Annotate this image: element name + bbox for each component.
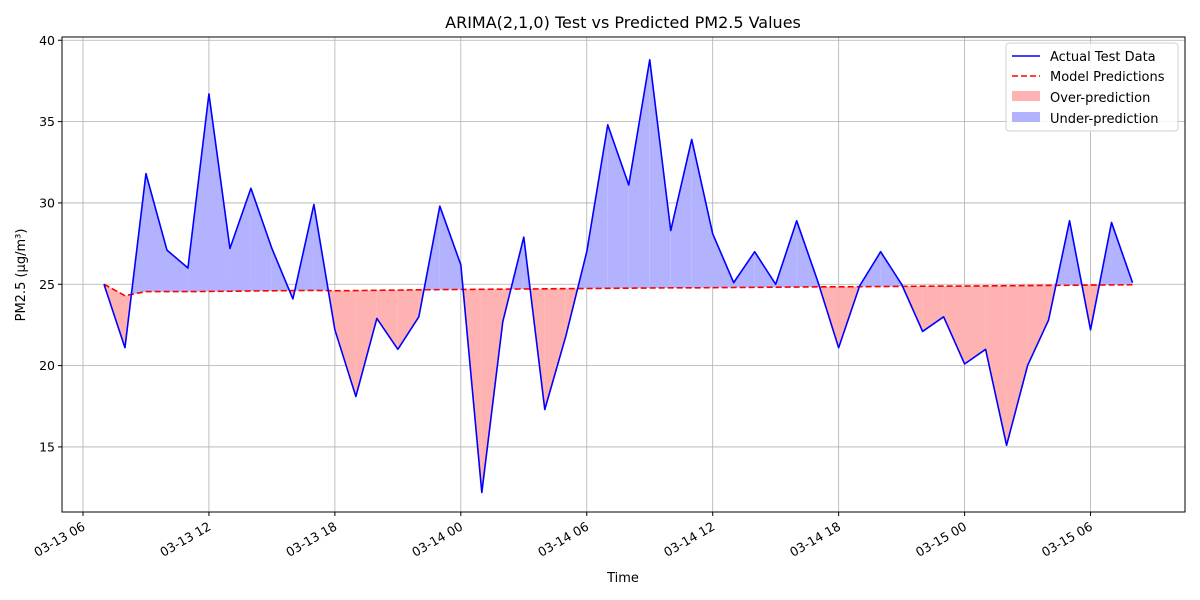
under-prediction-area bbox=[628, 59, 650, 289]
legend: Actual Test Data Model Predictions Over-… bbox=[1005, 42, 1179, 132]
under-prediction-area bbox=[229, 188, 251, 292]
y-tick-label: 20 bbox=[39, 358, 55, 373]
over-prediction-area bbox=[481, 289, 503, 493]
y-axis-label: PM2.5 (μg/m³) bbox=[14, 229, 29, 322]
x-axis-label: Time bbox=[606, 571, 639, 586]
legend-over-label: Over-prediction bbox=[1050, 91, 1150, 106]
over-prediction-area bbox=[1006, 285, 1028, 446]
under-prediction-area bbox=[586, 124, 608, 289]
over-prediction-area bbox=[355, 290, 377, 397]
plot-frame bbox=[61, 36, 1186, 513]
over-prediction-area bbox=[985, 285, 1007, 446]
over-prediction-area bbox=[334, 290, 356, 397]
legend-prediction-label: Model Predictions bbox=[1050, 70, 1165, 85]
legend-box bbox=[1005, 42, 1179, 132]
over-prediction-area bbox=[1027, 285, 1049, 366]
y-tick-label: 40 bbox=[39, 33, 55, 48]
under-prediction-area bbox=[439, 206, 461, 290]
actual-test-data-line bbox=[103, 58, 1134, 494]
over-prediction-area bbox=[376, 290, 398, 350]
under-prediction-area bbox=[208, 93, 230, 292]
under-prediction-area bbox=[691, 139, 713, 288]
legend-under-label: Under-prediction bbox=[1050, 112, 1158, 127]
chart-title: ARIMA(2,1,0) Test vs Predicted PM2.5 Val… bbox=[445, 13, 801, 32]
y-tick-label: 35 bbox=[39, 114, 55, 129]
y-tick-label: 30 bbox=[39, 195, 55, 210]
y-tick-label: 25 bbox=[39, 277, 55, 292]
under-prediction-area bbox=[649, 59, 671, 288]
over-prediction-area bbox=[964, 285, 986, 364]
y-tick-label: 15 bbox=[39, 439, 55, 454]
under-prediction-area bbox=[670, 139, 692, 288]
over-prediction-area bbox=[943, 286, 965, 364]
model-predictions-line bbox=[103, 283, 1133, 297]
over-prediction-area bbox=[397, 289, 419, 350]
series-lines bbox=[103, 58, 1134, 494]
legend-actual-label: Actual Test Data bbox=[1050, 50, 1156, 65]
under-prediction-area bbox=[166, 250, 188, 292]
under-prediction-area bbox=[250, 188, 272, 291]
over-prediction-area bbox=[544, 288, 566, 410]
legend-over-swatch bbox=[1012, 91, 1040, 101]
under-prediction-area bbox=[607, 124, 629, 289]
under-prediction-area bbox=[145, 173, 167, 292]
legend-under-swatch bbox=[1012, 112, 1040, 122]
